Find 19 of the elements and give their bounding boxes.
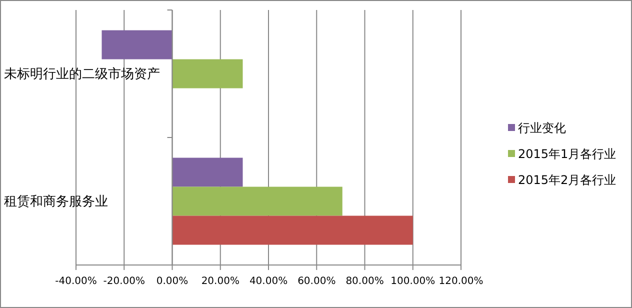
x-tick-label: 60.00% bbox=[298, 276, 336, 287]
bar bbox=[172, 158, 243, 187]
bar bbox=[172, 216, 413, 245]
x-tick-label: 40.00% bbox=[249, 276, 288, 287]
legend-label: 行业变化 bbox=[518, 121, 566, 135]
legend-label: 2015年2月各行业 bbox=[518, 173, 616, 187]
y-tick-label: 未标明行业的二级市场资产 bbox=[4, 66, 160, 82]
x-tick-label: -20.00% bbox=[103, 276, 145, 287]
x-tick-label: -40.00% bbox=[55, 276, 97, 287]
x-tick-label: 120.00% bbox=[438, 276, 484, 287]
bar bbox=[172, 59, 243, 88]
x-tick-label: 80.00% bbox=[346, 276, 384, 287]
y-tick-label: 租赁和商务服务业 bbox=[4, 194, 108, 210]
x-tick-label: 20.00% bbox=[201, 276, 240, 287]
x-tick-label: 0.00% bbox=[156, 276, 188, 287]
bar bbox=[172, 186, 342, 216]
legend-label: 2015年1月各行业 bbox=[518, 147, 616, 161]
bar bbox=[102, 30, 172, 60]
x-tick-label: 100.00% bbox=[390, 276, 436, 287]
